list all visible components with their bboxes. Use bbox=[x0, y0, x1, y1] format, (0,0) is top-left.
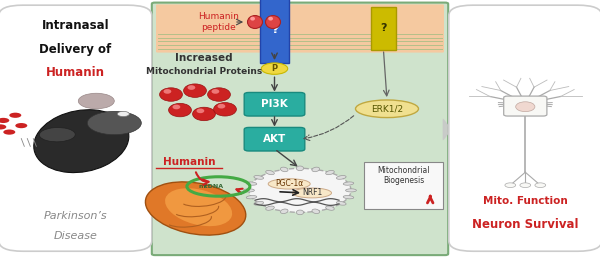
Text: Delivery of: Delivery of bbox=[39, 43, 112, 56]
Ellipse shape bbox=[254, 176, 263, 179]
Ellipse shape bbox=[244, 189, 254, 192]
Ellipse shape bbox=[346, 189, 356, 192]
FancyBboxPatch shape bbox=[244, 127, 305, 151]
Ellipse shape bbox=[355, 100, 419, 118]
Ellipse shape bbox=[337, 202, 346, 205]
Circle shape bbox=[78, 93, 115, 109]
Ellipse shape bbox=[268, 17, 273, 21]
Ellipse shape bbox=[296, 166, 304, 171]
Ellipse shape bbox=[160, 88, 182, 101]
Ellipse shape bbox=[218, 104, 226, 109]
Ellipse shape bbox=[312, 167, 320, 172]
Ellipse shape bbox=[266, 206, 274, 210]
Ellipse shape bbox=[169, 103, 191, 117]
Ellipse shape bbox=[266, 170, 274, 175]
Text: Parkinson’s: Parkinson’s bbox=[43, 211, 107, 221]
Ellipse shape bbox=[312, 209, 320, 214]
Ellipse shape bbox=[88, 111, 142, 135]
Text: NRF1: NRF1 bbox=[302, 189, 322, 197]
FancyBboxPatch shape bbox=[156, 4, 444, 53]
Ellipse shape bbox=[250, 17, 255, 21]
Text: AKT: AKT bbox=[263, 134, 286, 144]
Ellipse shape bbox=[40, 127, 75, 142]
Ellipse shape bbox=[515, 102, 535, 112]
Text: Increased: Increased bbox=[175, 53, 233, 63]
Ellipse shape bbox=[296, 210, 304, 215]
Ellipse shape bbox=[197, 109, 204, 113]
Ellipse shape bbox=[214, 103, 236, 116]
Circle shape bbox=[0, 118, 10, 123]
Ellipse shape bbox=[187, 85, 196, 90]
Text: Disease: Disease bbox=[53, 231, 97, 241]
FancyBboxPatch shape bbox=[152, 3, 448, 255]
Text: Mitochondrial: Mitochondrial bbox=[377, 167, 430, 175]
Ellipse shape bbox=[246, 182, 257, 185]
Ellipse shape bbox=[265, 16, 281, 28]
Circle shape bbox=[118, 111, 130, 117]
Ellipse shape bbox=[293, 188, 331, 198]
Ellipse shape bbox=[34, 110, 129, 172]
Circle shape bbox=[0, 124, 7, 130]
Ellipse shape bbox=[343, 196, 354, 199]
Text: ERK1/2: ERK1/2 bbox=[371, 104, 403, 113]
Circle shape bbox=[520, 183, 530, 188]
Ellipse shape bbox=[165, 188, 232, 226]
Ellipse shape bbox=[246, 196, 257, 199]
Text: Mitochondrial Proteins: Mitochondrial Proteins bbox=[146, 67, 262, 76]
Text: ?: ? bbox=[271, 23, 278, 36]
FancyBboxPatch shape bbox=[503, 96, 547, 116]
Text: PI3K: PI3K bbox=[261, 99, 288, 109]
Ellipse shape bbox=[254, 202, 263, 205]
Ellipse shape bbox=[280, 209, 288, 214]
Ellipse shape bbox=[268, 179, 310, 189]
Ellipse shape bbox=[337, 176, 346, 179]
Text: mtDNA: mtDNA bbox=[199, 184, 224, 189]
FancyBboxPatch shape bbox=[371, 7, 396, 50]
Circle shape bbox=[505, 183, 515, 188]
Ellipse shape bbox=[248, 16, 263, 28]
Text: PGC-1α: PGC-1α bbox=[275, 179, 304, 188]
Text: P: P bbox=[271, 64, 278, 73]
Text: Neuron Survival: Neuron Survival bbox=[472, 218, 578, 231]
Circle shape bbox=[10, 113, 22, 118]
Ellipse shape bbox=[280, 167, 288, 172]
Text: ?: ? bbox=[380, 24, 386, 33]
Circle shape bbox=[249, 168, 351, 212]
FancyBboxPatch shape bbox=[244, 92, 305, 116]
FancyBboxPatch shape bbox=[0, 5, 152, 251]
Text: peptide: peptide bbox=[202, 23, 236, 32]
FancyBboxPatch shape bbox=[449, 5, 600, 251]
FancyBboxPatch shape bbox=[260, 0, 289, 63]
Circle shape bbox=[262, 63, 288, 74]
FancyArrowPatch shape bbox=[443, 119, 451, 140]
Circle shape bbox=[535, 183, 546, 188]
Text: Humanin: Humanin bbox=[199, 12, 239, 21]
Ellipse shape bbox=[173, 105, 180, 109]
Text: Humanin: Humanin bbox=[46, 66, 105, 79]
Ellipse shape bbox=[343, 182, 354, 185]
Ellipse shape bbox=[326, 170, 334, 175]
Ellipse shape bbox=[145, 182, 246, 235]
Circle shape bbox=[4, 130, 16, 135]
Text: Mito. Function: Mito. Function bbox=[483, 196, 568, 206]
Ellipse shape bbox=[326, 206, 334, 210]
Ellipse shape bbox=[211, 89, 220, 94]
Text: Humanin: Humanin bbox=[163, 157, 215, 167]
Ellipse shape bbox=[163, 89, 172, 94]
FancyArrowPatch shape bbox=[143, 119, 151, 140]
Ellipse shape bbox=[208, 88, 230, 101]
Circle shape bbox=[16, 123, 28, 128]
Text: Biogenesis: Biogenesis bbox=[383, 176, 424, 184]
Text: Intranasal: Intranasal bbox=[41, 19, 109, 32]
Ellipse shape bbox=[184, 84, 206, 97]
FancyBboxPatch shape bbox=[364, 162, 443, 209]
Ellipse shape bbox=[193, 107, 215, 121]
